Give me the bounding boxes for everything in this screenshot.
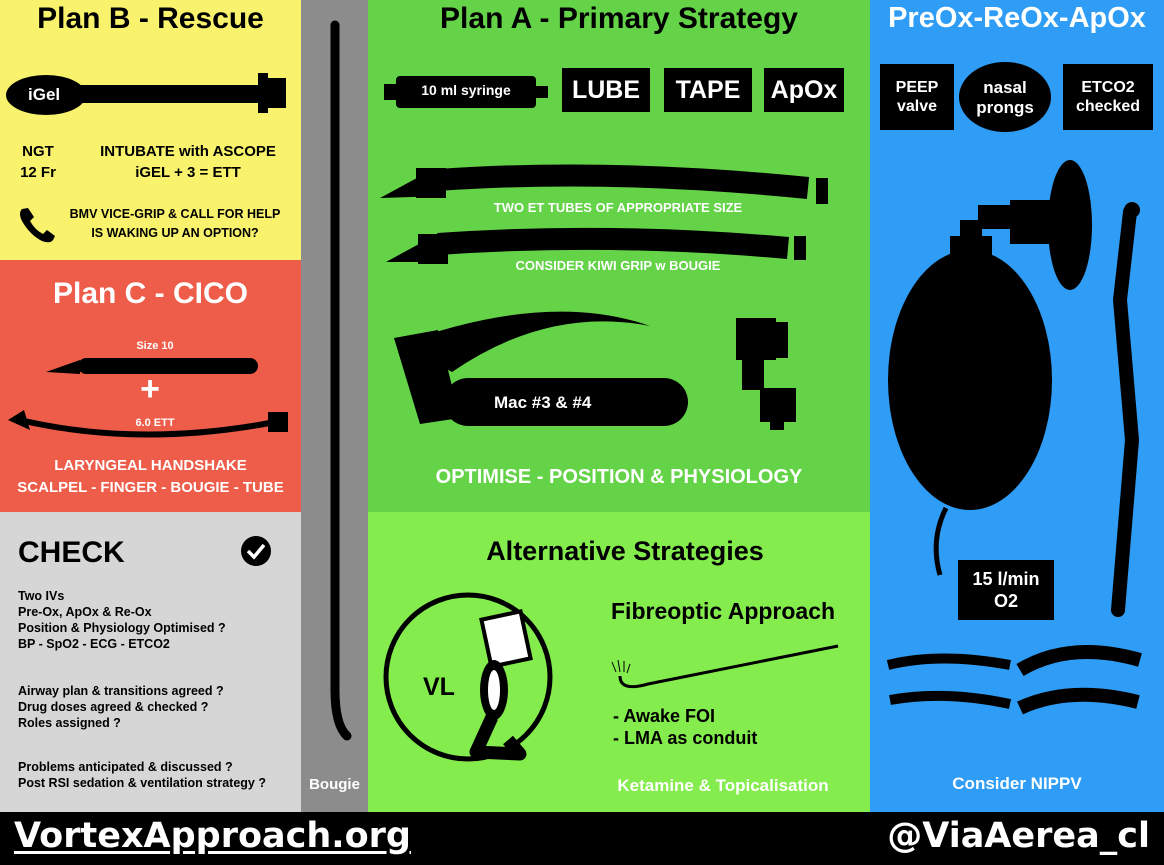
flow-line2: O2 [993,591,1018,611]
nippv-label: Consider NIPPV [952,774,1082,793]
flow-box: 15 l/min O2 [958,560,1054,620]
check-item: Roles assigned ? [18,716,121,730]
check-group-2: Airway plan & transitions agreed ? Drug … [18,683,224,731]
check-item: Two IVs [18,589,65,603]
vl-label: VL [423,673,455,701]
lube-label: LUBE [571,75,641,104]
ngt-label: NGT [22,143,54,160]
scalpel-and-tube-illustration [8,358,288,438]
check-title: CHECK [18,536,125,569]
check-circle-icon [241,536,271,566]
mac-label: Mac #3 & #4 [494,393,592,412]
vl-illustration [383,592,553,762]
ngt-size: 12 Fr [20,164,56,181]
phone-icon [20,208,55,243]
plan-c-title: Plan C - CICO [52,277,248,310]
ett-size: 6.0 ETT [135,417,175,429]
lube-box: LUBE [562,68,650,112]
intubate-line1: INTUBATE with ASCOPE [100,143,276,160]
apox-label: ApOx [770,75,838,104]
call-line2: IS WAKING UP AN OPTION? [91,226,259,240]
nasal-prongs-illustration [886,645,1142,715]
fibreoptic-illustration [611,644,839,689]
vortex-link[interactable]: VortexApproach.org [14,816,411,856]
tape-box: TAPE [664,68,752,112]
tape-label: TAPE [675,75,741,104]
check-item: Pre-Ox, ApOx & Re-Ox [18,605,152,619]
preox-title: PreOx-ReOx-ApOx [888,2,1146,34]
plus-sign: + [140,370,160,408]
nasal-line2: prongs [976,98,1034,117]
tubes-label: TWO ET TUBES OF APPROPRIATE SIZE [493,200,743,215]
check-item: Post RSI sedation & ventilation strategy… [18,776,266,790]
optimise-label: OPTIMISE - POSITION & PHYSIOLOGY [435,466,803,488]
plan-c-line1: LARYNGEAL HANDSHAKE [54,457,247,474]
bougie-illustration [330,20,352,741]
check-group-3: Problems anticipated & discussed ? Post … [18,759,266,791]
bougie-label: Bougie [309,776,360,793]
syringe-illustration [384,76,548,108]
syringe-label: 10 ml syringe [421,82,511,98]
plan-c-panel: Plan C - CICO Size 10 + 6.0 ETT LARYNGEA… [0,260,301,512]
fibreoptic-label: Fibreoptic Approach [611,598,836,624]
etco2-line2: checked [1075,98,1141,115]
etco2-box: ETCO2 checked [1063,64,1153,130]
nasal-line1: nasal [983,78,1027,97]
check-item: Problems anticipated & discussed ? [18,760,233,774]
et-tubes-illustration [380,164,828,264]
awake-foi-label: - Awake FOI [613,706,716,726]
plan-b-title: Plan B - Rescue [37,2,264,35]
check-item: Airway plan & transitions agreed ? [18,684,224,698]
flow-line1: 15 l/min [972,569,1040,589]
bvm-illustration [888,160,1140,617]
plan-a-panel: Plan A - Primary Strategy 10 ml syringe … [368,0,870,512]
twitter-handle: @ViaAerea_cl [887,816,1150,856]
apox-box: ApOx [764,68,844,112]
scalpel-size: Size 10 [136,340,174,352]
peep-line2: valve [896,98,938,115]
plan-a-title: Plan A - Primary Strategy [440,2,798,35]
check-group-1: Two IVs Pre-Ox, ApOx & Re-Ox Position & … [18,588,226,652]
kiwi-label: CONSIDER KIWI GRIP w BOUGIE [515,258,721,273]
call-line1: BMV VICE-GRIP & CALL FOR HELP [69,207,281,221]
nasal-prongs-ellipse [959,62,1051,132]
footer: VortexApproach.org @ViaAerea_cl [0,812,1164,865]
peep-line1: PEEP [895,79,939,96]
preox-panel: PreOx-ReOx-ApOx PEEP valve nasal prongs … [870,0,1164,812]
check-item: BP - SpO2 - ECG - ETCO2 [18,637,170,651]
etco2-line1: ETCO2 [1081,79,1135,96]
igel-label: iGel [28,85,61,104]
plan-c-line2: SCALPEL - FINGER - BOUGIE - TUBE [17,479,284,496]
intubate-line2: iGEL + 3 = ETT [135,164,241,181]
igel-illustration [6,73,286,115]
alternative-title: Alternative Strategies [486,536,764,566]
ketamine-label: Ketamine & Topicalisation [617,776,829,795]
check-item: Drug doses agreed & checked ? [18,700,209,714]
alternative-panel: Alternative Strategies VL Fibreoptic App… [368,512,870,812]
lma-label: - LMA as conduit [613,728,758,748]
plan-b-panel: Plan B - Rescue iGel NGT 12 Fr INTUBATE … [0,0,301,260]
check-item: Position & Physiology Optimised ? [18,621,226,635]
peep-box: PEEP valve [880,64,954,130]
bougie-panel: Bougie [301,0,368,812]
laryngoscope-illustration [394,311,796,430]
check-panel: CHECK Two IVs Pre-Ox, ApOx & Re-Ox Posit… [0,512,301,812]
